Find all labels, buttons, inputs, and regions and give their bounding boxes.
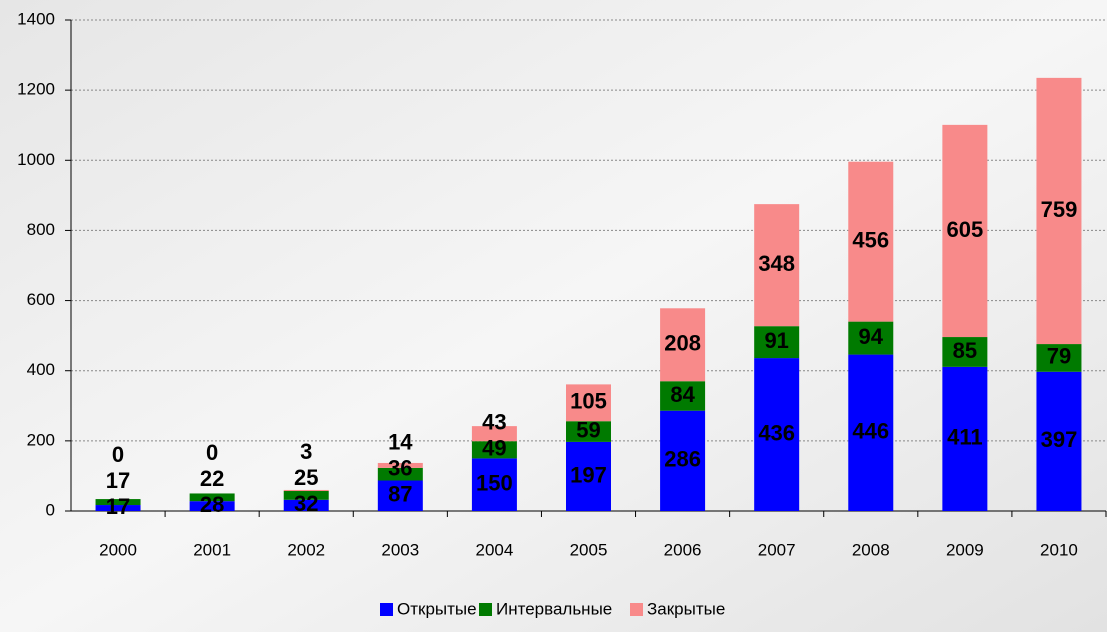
data-label: 25: [294, 465, 318, 490]
bar-segment: [942, 366, 988, 511]
data-label: 94: [859, 324, 884, 349]
bar-segment: [377, 462, 423, 468]
data-label: 150: [476, 471, 513, 496]
x-tick-label: 2000: [99, 540, 137, 559]
bar-segment: [283, 491, 329, 500]
data-label: 36: [388, 456, 412, 481]
data-label: 32: [294, 491, 318, 516]
data-label: 14: [388, 430, 413, 455]
bar-segment: [283, 489, 329, 492]
data-label: 759: [1041, 197, 1078, 222]
data-label: 59: [576, 417, 600, 442]
legend-swatch: [479, 603, 492, 616]
x-tick-label: 2008: [852, 540, 890, 559]
data-label: 208: [664, 331, 701, 356]
data-label: 286: [664, 447, 701, 472]
data-label: 397: [1041, 427, 1078, 452]
x-tick-label: 2001: [193, 540, 231, 559]
bar-segment: [754, 326, 800, 359]
data-label: 84: [670, 382, 695, 407]
data-label: 105: [570, 389, 607, 414]
bar-segment: [754, 358, 800, 511]
data-label: 49: [482, 436, 506, 461]
bar-segment: [189, 501, 235, 511]
bar-segment: [566, 384, 611, 422]
legend-swatch: [380, 603, 393, 616]
bar-segment: [377, 467, 423, 481]
y-tick-label: 0: [46, 500, 55, 519]
bar-segment: [471, 458, 517, 511]
bar-segment: [660, 381, 706, 411]
bar-segment: [1036, 344, 1082, 372]
bar-segment: [377, 480, 423, 511]
y-tick-label: 800: [27, 220, 55, 239]
x-tick-label: 2002: [287, 540, 325, 559]
data-label: 17: [106, 468, 130, 493]
bar-segment: [566, 441, 611, 511]
legend-label: Закрытые: [647, 599, 725, 618]
x-tick-label: 2003: [381, 540, 419, 559]
data-label: 197: [570, 462, 607, 487]
bar-segment: [95, 499, 141, 506]
data-label: 456: [852, 227, 889, 252]
data-label: 17: [106, 494, 130, 519]
bar-segment: [848, 354, 894, 511]
data-label: 348: [758, 251, 795, 276]
y-tick-label: 1000: [17, 150, 55, 169]
bar-segment: [283, 499, 329, 511]
bar-segment: [189, 493, 235, 502]
bar-segment: [848, 321, 894, 355]
y-tick-label: 600: [27, 290, 55, 309]
data-label: 446: [852, 419, 889, 444]
legend-swatch: [630, 603, 643, 616]
bar-segment: [1036, 371, 1082, 511]
y-tick-label: 1200: [17, 80, 55, 99]
x-tick-label: 2007: [758, 540, 796, 559]
bar-segment: [471, 426, 517, 442]
bar-segment: [566, 421, 611, 442]
bar-segment: [942, 337, 988, 367]
bar-segment: [471, 441, 517, 459]
bar-segment: [754, 204, 800, 327]
data-label: 85: [953, 338, 977, 363]
data-label: 3: [300, 439, 312, 464]
y-tick-label: 1400: [17, 9, 55, 28]
bar-segment: [95, 505, 141, 511]
data-label: 87: [388, 482, 412, 507]
data-label: 43: [482, 410, 506, 435]
x-tick-label: 2009: [946, 540, 984, 559]
data-label: 436: [758, 420, 795, 445]
data-label: 79: [1047, 344, 1071, 369]
bar-segment: [942, 124, 988, 338]
x-tick-label: 2006: [664, 540, 702, 559]
data-label: 22: [200, 466, 224, 491]
legend-label: Открытые: [397, 599, 477, 618]
x-tick-label: 2010: [1040, 540, 1078, 559]
bar-segment: [848, 161, 894, 322]
data-label: 0: [112, 442, 124, 467]
x-tick-label: 2005: [570, 540, 608, 559]
data-label: 91: [764, 328, 788, 353]
x-tick-label: 2004: [475, 540, 513, 559]
data-label: 411: [947, 425, 983, 450]
bar-segment: [1036, 77, 1082, 345]
data-label: 28: [200, 492, 224, 517]
data-label: 0: [206, 440, 218, 465]
legend-label: Интервальные: [496, 599, 612, 618]
data-label: 605: [947, 217, 984, 242]
bar-segment: [660, 410, 706, 511]
bar-segment: [660, 308, 706, 382]
y-tick-label: 400: [27, 360, 55, 379]
y-tick-label: 200: [27, 430, 55, 449]
